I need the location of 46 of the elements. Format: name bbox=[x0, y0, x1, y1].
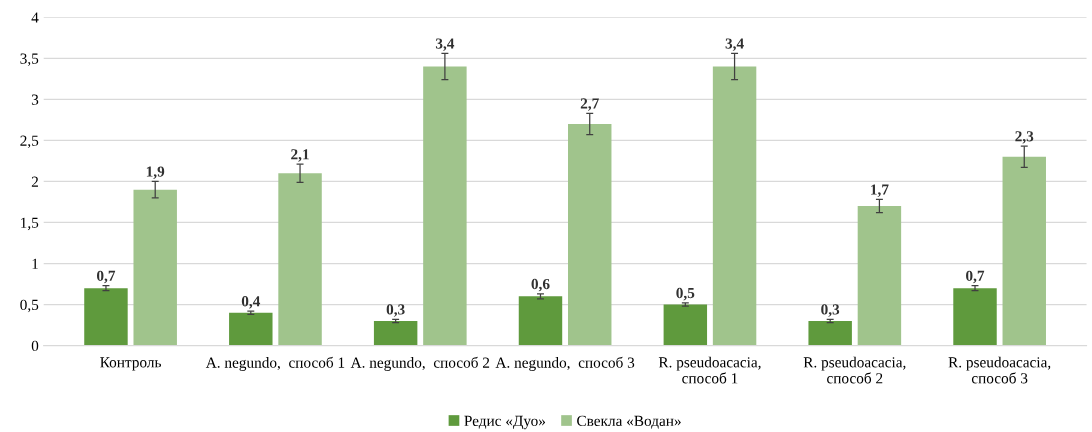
bar bbox=[229, 312, 273, 346]
bar bbox=[953, 288, 997, 346]
bar bbox=[1002, 156, 1046, 346]
data-label: 0,6 bbox=[531, 278, 550, 292]
y-tick-label: 0,5 bbox=[20, 299, 39, 313]
y-tick-label: 1 bbox=[32, 258, 38, 269]
bar bbox=[133, 189, 177, 346]
data-label: 2,7 bbox=[580, 98, 599, 111]
bar bbox=[808, 320, 852, 346]
bar bbox=[712, 66, 757, 346]
data-label: 3,4 bbox=[435, 38, 455, 51]
x-tick-label: A. negundo, способ 2 bbox=[350, 356, 490, 371]
x-tick-label: R. pseudoacacia, способ 3 bbox=[948, 356, 1051, 384]
data-label: 2,1 bbox=[291, 149, 309, 162]
data-label: 0,3 bbox=[821, 304, 840, 317]
x-tick-label: A. negundo, способ 1 bbox=[205, 356, 345, 371]
x-tick-label: R. pseudoacacia, способ 1 bbox=[658, 356, 761, 384]
data-label: 1,9 bbox=[146, 166, 165, 179]
data-label: 0,7 bbox=[97, 270, 116, 284]
bar bbox=[518, 296, 563, 346]
data-label: 0,7 bbox=[966, 270, 985, 284]
y-tick-label: 0 bbox=[31, 340, 39, 352]
y-tick-label: 4 bbox=[31, 12, 39, 23]
data-label: 2,3 bbox=[1015, 131, 1034, 144]
data-label: 3,4 bbox=[725, 38, 744, 51]
y-tick-label: 3,5 bbox=[20, 53, 39, 66]
bar bbox=[373, 320, 418, 346]
legend-label: Свекла «Водан» bbox=[577, 415, 681, 429]
data-label: 1,7 bbox=[871, 184, 889, 197]
bar bbox=[568, 123, 612, 346]
bar bbox=[278, 173, 322, 346]
x-tick-label: Контроль bbox=[100, 357, 162, 371]
x-tick-label: R. pseudoacacia, способ 2 bbox=[803, 356, 906, 384]
bar bbox=[663, 304, 708, 346]
y-tick-label: 2,5 bbox=[20, 135, 39, 149]
data-label: 0,4 bbox=[241, 296, 261, 309]
y-tick-label: 3 bbox=[31, 94, 39, 105]
bar bbox=[857, 206, 902, 346]
y-tick-label: 2 bbox=[31, 176, 38, 187]
bar bbox=[84, 288, 128, 346]
legend-label: Редис «Дуо» bbox=[464, 415, 546, 430]
data-label: 0,5 bbox=[676, 287, 695, 301]
data-label: 0,3 bbox=[386, 304, 405, 317]
bar bbox=[423, 66, 467, 346]
x-tick-label: A. negundo, способ 3 bbox=[495, 356, 635, 371]
y-tick-label: 1,5 bbox=[21, 217, 39, 231]
